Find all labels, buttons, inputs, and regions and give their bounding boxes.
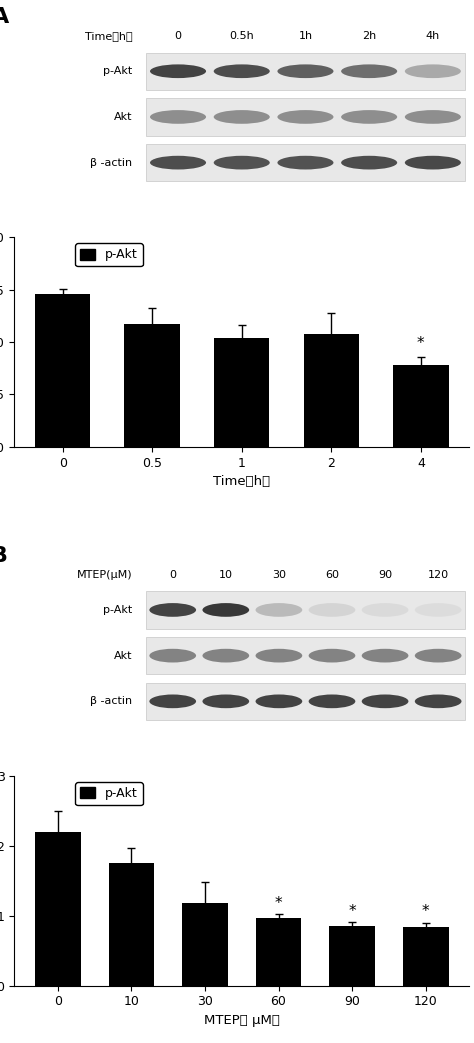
Text: 10: 10 bbox=[219, 569, 233, 580]
Ellipse shape bbox=[341, 111, 397, 124]
Text: β -actin: β -actin bbox=[91, 697, 133, 706]
Ellipse shape bbox=[202, 649, 249, 662]
Ellipse shape bbox=[405, 111, 461, 124]
Ellipse shape bbox=[415, 695, 462, 708]
Text: 1h: 1h bbox=[299, 31, 312, 41]
Bar bbox=[329, 926, 375, 986]
Text: p-Akt: p-Akt bbox=[103, 67, 133, 76]
Ellipse shape bbox=[255, 649, 302, 662]
Ellipse shape bbox=[202, 695, 249, 708]
Bar bbox=[146, 98, 465, 136]
Ellipse shape bbox=[202, 603, 249, 616]
Text: Akt: Akt bbox=[114, 651, 133, 660]
X-axis label: Time（h）: Time（h） bbox=[213, 476, 270, 488]
Bar bbox=[182, 903, 228, 986]
Ellipse shape bbox=[362, 603, 409, 616]
Text: 4h: 4h bbox=[426, 31, 440, 41]
Bar bbox=[35, 832, 81, 986]
Text: 2h: 2h bbox=[362, 31, 376, 41]
Bar bbox=[393, 365, 448, 447]
Text: *: * bbox=[348, 903, 356, 919]
Ellipse shape bbox=[277, 65, 334, 78]
Bar bbox=[146, 637, 465, 675]
Ellipse shape bbox=[150, 155, 206, 170]
Ellipse shape bbox=[341, 155, 397, 170]
Legend: p-Akt: p-Akt bbox=[75, 243, 143, 266]
Ellipse shape bbox=[362, 649, 409, 662]
Ellipse shape bbox=[341, 65, 397, 78]
Text: B: B bbox=[0, 545, 9, 565]
Bar bbox=[303, 334, 359, 447]
Ellipse shape bbox=[214, 155, 270, 170]
Ellipse shape bbox=[149, 695, 196, 708]
Text: MTEP(μM): MTEP(μM) bbox=[77, 569, 133, 580]
Bar bbox=[146, 52, 465, 90]
Ellipse shape bbox=[277, 155, 334, 170]
Bar bbox=[146, 144, 465, 181]
Ellipse shape bbox=[149, 603, 196, 616]
Text: 30: 30 bbox=[272, 569, 286, 580]
Ellipse shape bbox=[214, 65, 270, 78]
Text: 120: 120 bbox=[428, 569, 449, 580]
Ellipse shape bbox=[309, 649, 356, 662]
Bar bbox=[146, 591, 465, 629]
Ellipse shape bbox=[277, 111, 334, 124]
Ellipse shape bbox=[255, 603, 302, 616]
Bar bbox=[256, 918, 301, 986]
Ellipse shape bbox=[214, 111, 270, 124]
Ellipse shape bbox=[150, 111, 206, 124]
Ellipse shape bbox=[405, 155, 461, 170]
Ellipse shape bbox=[405, 65, 461, 78]
Text: A: A bbox=[0, 7, 9, 27]
Text: Akt: Akt bbox=[114, 112, 133, 122]
Ellipse shape bbox=[362, 695, 409, 708]
Text: 0: 0 bbox=[169, 569, 176, 580]
Ellipse shape bbox=[415, 603, 462, 616]
Bar bbox=[214, 338, 270, 447]
Text: p-Akt: p-Akt bbox=[103, 605, 133, 615]
Bar bbox=[146, 682, 465, 720]
Text: *: * bbox=[422, 904, 429, 919]
Text: 90: 90 bbox=[378, 569, 392, 580]
X-axis label: MTEP（ μM）: MTEP（ μM） bbox=[204, 1014, 280, 1027]
Text: *: * bbox=[417, 337, 425, 351]
Bar bbox=[125, 324, 180, 447]
Ellipse shape bbox=[149, 649, 196, 662]
Bar bbox=[403, 927, 448, 986]
Text: 0.5h: 0.5h bbox=[229, 31, 254, 41]
Ellipse shape bbox=[309, 695, 356, 708]
Text: β -actin: β -actin bbox=[91, 157, 133, 168]
Ellipse shape bbox=[150, 65, 206, 78]
Legend: p-Akt: p-Akt bbox=[75, 782, 143, 805]
Text: Time（h）: Time（h） bbox=[85, 31, 133, 41]
Bar bbox=[109, 864, 154, 986]
Bar bbox=[35, 294, 91, 447]
Text: 0: 0 bbox=[174, 31, 182, 41]
Text: *: * bbox=[275, 896, 283, 911]
Ellipse shape bbox=[309, 603, 356, 616]
Text: 60: 60 bbox=[325, 569, 339, 580]
Ellipse shape bbox=[415, 649, 462, 662]
Ellipse shape bbox=[255, 695, 302, 708]
